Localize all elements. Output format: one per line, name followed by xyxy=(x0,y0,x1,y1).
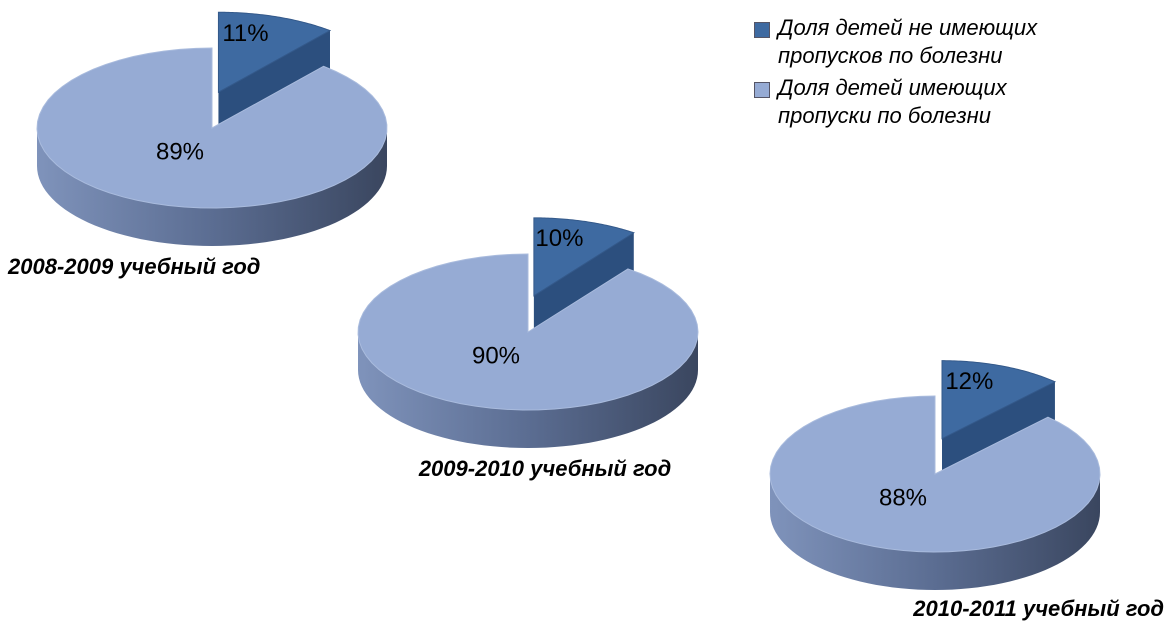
pie-slice xyxy=(533,217,635,297)
legend-label: Доля детей не имеющих пропусков по болез… xyxy=(778,15,1038,68)
pie-slice xyxy=(217,11,332,94)
pie-slice xyxy=(941,360,1057,440)
pie-slice xyxy=(36,47,388,209)
data-label: 88% xyxy=(879,484,927,511)
data-label: 12% xyxy=(945,368,993,395)
legend-item: Доля детей не имеющих пропусков по болез… xyxy=(752,14,1092,70)
legend: Доля детей не имеющих пропусков по болез… xyxy=(752,14,1092,134)
pie-side xyxy=(770,474,1100,590)
pie-side xyxy=(218,30,330,131)
pie-slice xyxy=(769,395,1101,553)
data-label: 10% xyxy=(535,225,583,252)
chart-title: 2010-2011 учебный год xyxy=(912,596,1164,621)
chart-title: 2009-2010 учебный год xyxy=(418,456,671,481)
pie-side xyxy=(358,332,698,448)
pie-side xyxy=(941,381,1055,477)
pie-side xyxy=(37,128,387,246)
pie-slice xyxy=(357,253,699,411)
legend-swatch xyxy=(754,22,770,38)
legend-item: Доля детей имеющих пропуски по болезни xyxy=(752,74,1092,130)
chart-title: 2008-2009 учебный год xyxy=(7,254,260,279)
data-label: 89% xyxy=(156,138,204,165)
legend-label: Доля детей имеющих пропуски по болезни xyxy=(778,75,1007,128)
legend-swatch xyxy=(754,82,770,98)
pie-side xyxy=(533,232,634,334)
data-label: 11% xyxy=(222,20,268,47)
data-label: 90% xyxy=(472,342,520,369)
